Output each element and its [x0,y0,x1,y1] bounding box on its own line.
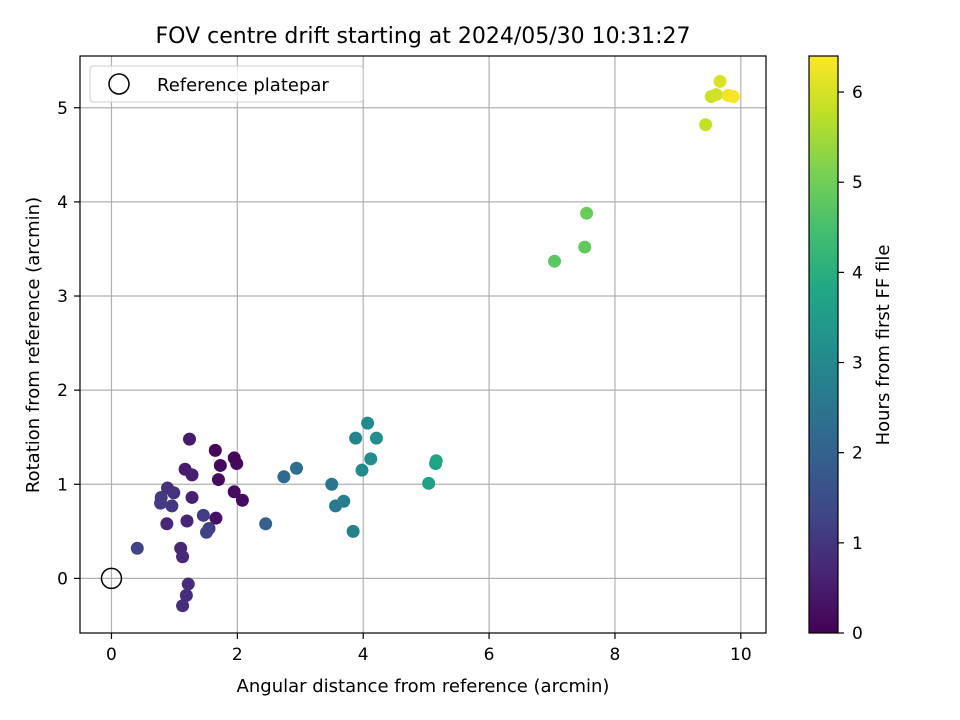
scatter-point [548,254,562,268]
legend: Reference platepar [89,65,364,103]
scatter-point [699,118,713,132]
y-tick-label: 1 [57,475,68,495]
x-tick-label: 0 [106,645,117,665]
colorbar-tick-label: 4 [852,263,863,283]
scatter-point [176,550,190,564]
scatter-point [289,461,303,475]
scatter-point [235,493,249,507]
scatter-point [200,525,214,539]
scatter-point [429,454,443,468]
scatter-point [713,74,727,88]
colorbar-ticks: 0 1 2 3 4 5 6 [838,83,863,644]
y-tick-label: 2 [57,381,68,401]
scatter-point [160,517,174,531]
plot-frame [79,55,767,634]
legend-label: Reference platepar [157,75,329,96]
x-tick-label: 6 [484,645,495,665]
legend-marker [108,73,130,95]
colorbar-tick-label: 0 [852,624,863,644]
scatter-point [211,473,225,487]
colorbar-tick-label: 2 [852,444,863,464]
scatter-point [422,476,436,490]
scatter-point [167,486,181,500]
reference-marker [100,567,123,590]
colorbar-tick-label: 3 [852,354,863,374]
x-tick-label: 8 [610,645,621,665]
scatter-point [208,443,222,457]
scatter-point [259,517,273,531]
scatter-point [349,431,363,445]
x-axis-ticks: 0 2 4 6 8 10 [106,633,752,665]
chart-title: FOV centre drift starting at 2024/05/30 … [156,24,691,49]
y-tick-label: 0 [57,569,68,589]
x-tick-label: 2 [232,645,243,665]
colorbar-tick-label: 1 [852,534,863,554]
y-axis-label: Rotation from reference (arcmin) [23,197,44,493]
scatter-point [180,514,194,528]
scatter-point [230,457,244,471]
scatter-point [196,508,210,522]
scatter-point [726,89,740,103]
scatter-point [183,432,197,446]
scatter-point [179,588,193,602]
scatter-point [580,206,594,220]
y-tick-label: 5 [57,99,68,119]
scatter-point [165,499,179,513]
colorbar-tick-label: 5 [852,173,863,193]
scatter-point [213,458,227,472]
scatter-point [185,468,199,482]
scatter-point [130,541,144,555]
x-tick-label: 4 [358,645,369,665]
scatter-point [709,88,723,102]
scatter-point [176,599,190,613]
reference-marker-group [100,567,123,590]
x-tick-label: 10 [730,645,752,665]
scatter-point [355,463,369,477]
colorbar-gradient [809,56,838,633]
scatter-point [325,477,339,491]
y-tick-label: 4 [57,193,68,213]
scatter-point [154,496,168,510]
colorbar-frame [808,55,839,634]
colorbar-tick-label: 6 [852,83,863,103]
scatter-point [361,416,375,430]
legend-box [89,65,364,103]
y-axis-ticks: 0 1 2 3 4 5 [57,99,80,589]
scatter-point [277,470,291,484]
scatter-point [346,524,360,538]
scatter-point [181,577,195,591]
scatter-point [185,490,199,504]
scatter-point [364,452,378,466]
y-tick-label: 3 [57,287,68,307]
grid-lines [80,56,766,633]
colorbar-label: Hours from first FF file [873,245,894,446]
scatter-point [227,485,241,499]
scatter-points [130,74,740,613]
scatter-point [337,494,351,508]
colorbar: 0 1 2 3 4 5 6 Hours from first FF file [808,55,894,644]
scatter-point [369,431,383,445]
x-axis-label: Angular distance from reference (arcmin) [237,676,610,697]
scatter-point [209,511,223,525]
scatter-point [578,240,592,254]
